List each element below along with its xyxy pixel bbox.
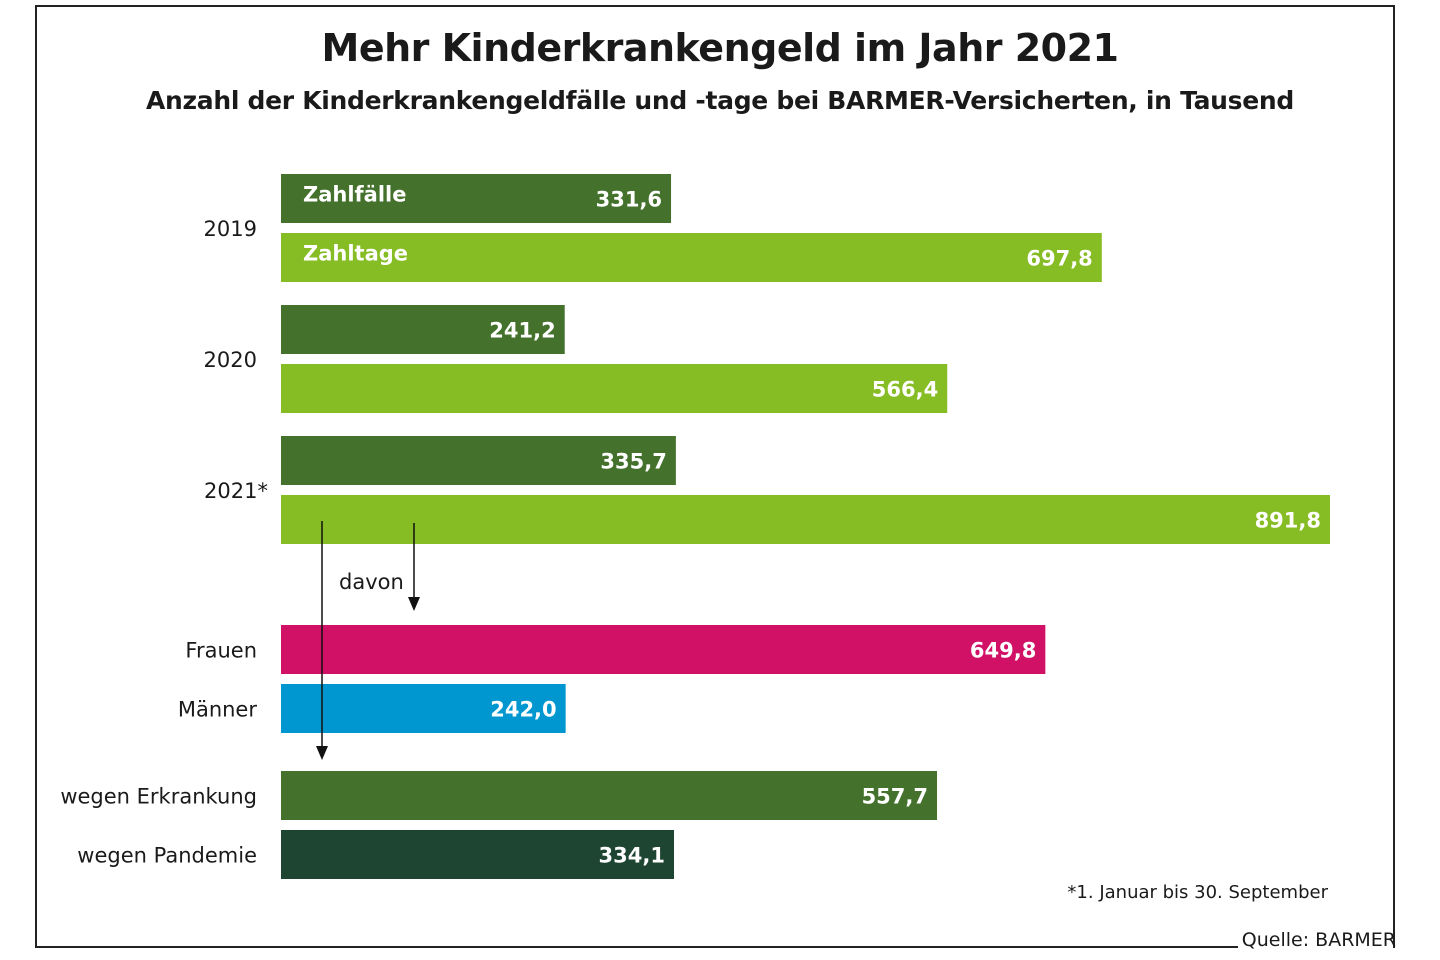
bar-2019-zahlflle [281, 174, 672, 223]
data-label-2020-zahlflle: 241,2 [489, 319, 555, 343]
data-label-2019-zahlflle: 331,6 [596, 188, 662, 212]
bar-wegen-pandemie [281, 830, 674, 879]
annotation-davon: davon [339, 570, 404, 594]
chart-title: Mehr Kinderkrankengeld im Jahr 2021 [321, 26, 1119, 70]
series-label-zahlflle: Zahlfälle [303, 183, 407, 207]
data-label-wegen-erkrankung: 557,7 [862, 785, 928, 809]
data-label-2021-zahltage: 891,8 [1255, 509, 1321, 533]
bar-2020-zahltage [281, 364, 948, 413]
category-label-frauen: Frauen [185, 639, 257, 663]
bar-wegen-erkrankung [281, 771, 938, 820]
category-label-männer: Männer [178, 698, 258, 722]
category-label-2019: 2019 [204, 217, 257, 241]
data-label-männer: 242,0 [490, 698, 556, 722]
chart-frame-bottom-line [35, 946, 1238, 948]
category-label-wegen-erkrankung: wegen Erkrankung [60, 785, 257, 809]
series-label-zahltage: Zahltage [303, 242, 408, 266]
bar-2020-zahlflle [281, 305, 565, 354]
data-label-2019-zahltage: 697,8 [1026, 247, 1092, 271]
chart-subtitle: Anzahl der Kinderkrankengeldfälle und -t… [145, 86, 1295, 115]
data-label-wegen-pandemie: 334,1 [599, 844, 665, 868]
chart-frame [35, 5, 1395, 948]
data-label-2021-zahlflle: 335,7 [600, 450, 666, 474]
category-label-2020: 2020 [204, 348, 257, 372]
arrow-head-erkrankung [316, 746, 328, 760]
arrow-head-geschlecht [408, 597, 420, 611]
bar-männer [281, 684, 566, 733]
bar-frauen [281, 625, 1046, 674]
bar-2021-zahlflle [281, 436, 676, 485]
data-label-2020-zahltage: 566,4 [872, 378, 938, 402]
source-note: Quelle: BARMER [1241, 929, 1396, 951]
category-label-wegen-pandemie: wegen Pandemie [77, 844, 257, 868]
data-label-frauen: 649,8 [970, 639, 1036, 663]
footnote: *1. Januar bis 30. September [1067, 882, 1328, 903]
bar-2021-zahltage [281, 495, 1330, 544]
bar-2019-zahltage [281, 233, 1102, 282]
category-label-2021: 2021* [204, 479, 268, 503]
